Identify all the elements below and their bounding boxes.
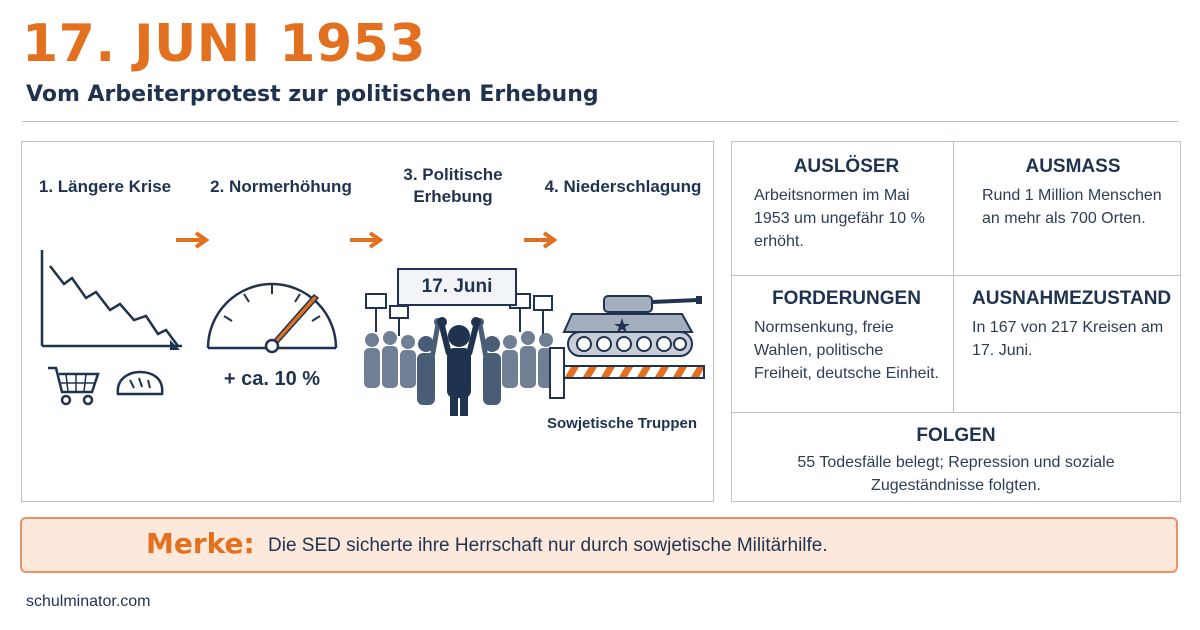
fact-text: Rund 1 Million Menschen an mehr als 700 … [982, 187, 1162, 227]
troops-label: Sowjetische Truppen [546, 415, 698, 432]
step-2-label: 2. Normerhöhung [210, 177, 352, 196]
fact-text: Normsenkung, freie Wahlen, politische Fr… [754, 319, 939, 382]
protest-crowd-icon [364, 293, 554, 416]
header-divider [22, 121, 1179, 122]
fact-text: In 167 von 217 Kreisen am 17. Juni. [972, 319, 1164, 359]
fact-folgen: FOLGEN 55 Todesfälle belegt; Repression … [732, 413, 1180, 501]
meter-value: + ca. 10 % [223, 368, 321, 390]
grid-divider [953, 142, 954, 412]
fact-forderungen: FORDERUNGEN Normsenkung, freie Wahlen, p… [732, 276, 953, 412]
step-4-label: 4. Niederschlagung [544, 177, 702, 196]
fact-title: FOLGEN [916, 425, 996, 446]
grid-divider [732, 275, 1180, 276]
page-title: 17. JUNI 1953 [22, 14, 426, 74]
fact-ausloeser: AUSLÖSER Arbeitsnormen im Mai 1953 um un… [732, 142, 953, 275]
step-3-label: 3. Politische Erhebung [403, 165, 503, 206]
declining-chart-icon [40, 250, 182, 350]
protest-banner: 17. Juni [397, 268, 517, 306]
gauge-icon [206, 282, 338, 354]
grid-divider [732, 412, 1180, 413]
merke-box: Merke: Die SED sicherte ihre Herrschaft … [20, 517, 1178, 573]
arrow-right-icon [524, 231, 558, 249]
tank-icon [562, 295, 702, 357]
process-panel: 1. Längere Krise 2. Normerhöhung 3. Poli… [21, 141, 714, 502]
shopping-cart-icon [48, 366, 100, 406]
fact-ausmass: AUSMASS Rund 1 Million Menschen an mehr … [954, 142, 1180, 275]
arrow-right-icon [176, 231, 210, 249]
facts-panel: AUSLÖSER Arbeitsnormen im Mai 1953 um un… [731, 141, 1181, 502]
footer-site: schulminator.com [26, 593, 151, 610]
fact-title: FORDERUNGEN [772, 288, 921, 309]
fact-title: AUSMASS [1025, 156, 1121, 177]
merke-label: Merke: [146, 527, 255, 560]
barrier-icon [549, 347, 705, 399]
arrow-right-icon [350, 231, 384, 249]
page-subtitle: Vom Arbeiterprotest zur politischen Erhe… [26, 82, 599, 107]
merke-text: Die SED sicherte ihre Herrschaft nur dur… [268, 535, 828, 556]
fact-text: Arbeitsnormen im Mai 1953 um ungefähr 10… [754, 187, 925, 250]
fact-title: AUSLÖSER [793, 156, 900, 177]
fact-title: AUSNAHMEZUSTAND [972, 288, 1172, 309]
bread-icon [116, 370, 164, 396]
fact-text: 55 Todesfälle belegt; Repression und soz… [797, 454, 1115, 494]
fact-ausnahmezustand: AUSNAHMEZUSTAND In 167 von 217 Kreisen a… [954, 276, 1180, 412]
step-1-label: 1. Längere Krise [38, 177, 172, 196]
